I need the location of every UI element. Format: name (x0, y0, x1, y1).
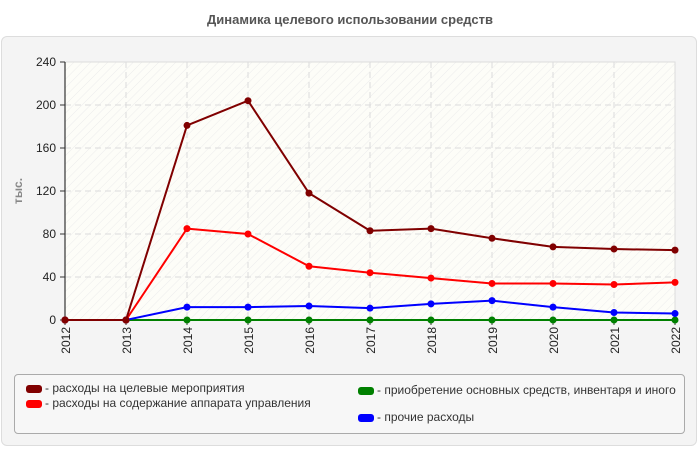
data-point[interactable] (244, 303, 252, 311)
y-tick-label: 160 (36, 141, 56, 155)
y-tick-label: 80 (43, 227, 57, 241)
x-tick-label: 2012 (59, 327, 73, 354)
data-point[interactable] (244, 316, 252, 324)
data-point[interactable] (427, 274, 435, 282)
data-point[interactable] (366, 316, 374, 324)
x-tick-label: 2016 (303, 327, 317, 354)
data-point[interactable] (305, 302, 313, 310)
data-point[interactable] (549, 316, 557, 324)
data-point[interactable] (427, 225, 435, 233)
x-tick-label: 2021 (608, 327, 622, 354)
y-tick-label: 0 (49, 313, 56, 327)
chart-title: Динамика целевого использовании средств (207, 12, 493, 27)
data-point[interactable] (61, 316, 69, 324)
data-point[interactable] (488, 297, 496, 305)
data-point[interactable] (549, 243, 557, 251)
data-point[interactable] (366, 304, 374, 312)
legend-swatch-icon (358, 387, 374, 395)
data-point[interactable] (366, 269, 374, 277)
y-tick-label: 200 (36, 98, 56, 112)
data-point[interactable] (183, 121, 191, 129)
legend: - расходы на целевые мероприятия - расхо… (14, 374, 685, 434)
data-point[interactable] (122, 316, 130, 324)
data-point[interactable] (488, 316, 496, 324)
data-point[interactable] (244, 97, 252, 105)
x-tick-label: 2020 (547, 327, 561, 354)
legend-item-other-costs: - прочие расходы (358, 411, 678, 424)
data-point[interactable] (183, 303, 191, 311)
data-point[interactable] (671, 246, 679, 254)
data-point[interactable] (671, 310, 679, 318)
data-point[interactable] (244, 230, 252, 238)
legend-swatch-icon (26, 400, 42, 408)
data-series (61, 97, 679, 324)
data-point[interactable] (427, 300, 435, 308)
data-point[interactable] (610, 308, 618, 316)
y-tick-label: 240 (36, 55, 56, 69)
data-point[interactable] (488, 234, 496, 242)
x-tick-label: 2013 (120, 327, 134, 354)
y-tick-label: 40 (43, 270, 57, 284)
data-point[interactable] (610, 281, 618, 289)
x-tick-label: 2022 (669, 327, 683, 354)
legend-swatch-icon (358, 414, 374, 422)
x-tick-label: 2015 (242, 327, 256, 354)
legend-item-fixed-assets: - приобретение основных средств, инвента… (358, 384, 678, 397)
data-point[interactable] (671, 278, 679, 286)
data-point[interactable] (610, 245, 618, 253)
x-tick-label: 2017 (364, 327, 378, 354)
data-point[interactable] (549, 279, 557, 287)
legend-item-target-events: - расходы на целевые мероприятия (26, 382, 346, 395)
y-axis-label: тыс. (11, 178, 25, 204)
legend-swatch-icon (26, 385, 42, 393)
data-point[interactable] (305, 262, 313, 270)
data-point[interactable] (549, 303, 557, 311)
data-point[interactable] (183, 225, 191, 233)
data-point[interactable] (427, 316, 435, 324)
data-point[interactable] (610, 316, 618, 324)
data-point[interactable] (183, 316, 191, 324)
x-tick-label: 2018 (425, 327, 439, 354)
data-point[interactable] (305, 189, 313, 197)
data-point[interactable] (366, 227, 374, 235)
data-point[interactable] (305, 316, 313, 324)
legend-item-admin-costs: - расходы на содержание аппарата управле… (26, 397, 356, 410)
y-tick-label: 120 (36, 184, 56, 198)
x-tick-label: 2014 (181, 327, 195, 354)
x-tick-label: 2019 (486, 327, 500, 354)
data-point[interactable] (488, 279, 496, 287)
data-point[interactable] (671, 316, 679, 324)
